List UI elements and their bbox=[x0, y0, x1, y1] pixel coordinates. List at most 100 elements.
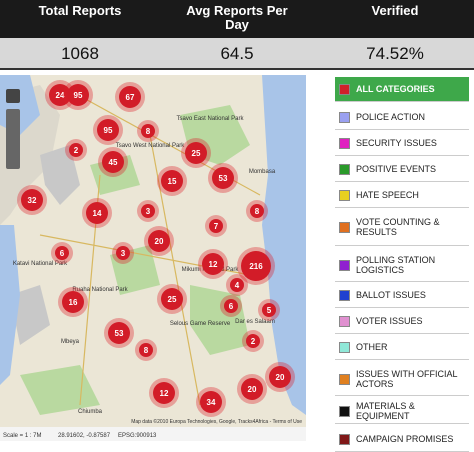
category-item[interactable]: MATERIALS & EQUIPMENT bbox=[335, 399, 469, 424]
map-status: 28.91602, -0.87587 bbox=[58, 433, 111, 439]
map-marker[interactable]: 34 bbox=[196, 387, 226, 417]
marker-count: 95 bbox=[74, 91, 83, 100]
marker-count: 25 bbox=[192, 149, 201, 158]
map[interactable]: Tsavo East National Park Tsavo West Natio… bbox=[0, 75, 306, 441]
category-swatch bbox=[339, 111, 350, 123]
map-marker[interactable]: 3 bbox=[137, 200, 159, 222]
marker-dot bbox=[161, 288, 183, 310]
marker-dot bbox=[67, 84, 89, 106]
map-marker[interactable]: 95 bbox=[93, 115, 123, 145]
category-swatch bbox=[339, 163, 350, 175]
category-item[interactable]: OTHER bbox=[335, 335, 469, 360]
map-marker[interactable]: 8 bbox=[137, 120, 159, 142]
category-label: ALL CATEGORIES bbox=[356, 84, 435, 94]
map-marker[interactable]: 6 bbox=[220, 295, 242, 317]
place-label: Selous Game Reserve bbox=[170, 321, 231, 327]
category-item[interactable]: SECURITY ISSUES bbox=[335, 131, 469, 156]
map-marker[interactable]: 6 bbox=[51, 242, 73, 264]
map-marker[interactable]: 20 bbox=[237, 374, 267, 404]
category-label: ISSUES WITH OFFICIAL ACTORS bbox=[356, 369, 458, 389]
map-marker[interactable]: 2 bbox=[242, 330, 264, 352]
category-item[interactable]: ALL CATEGORIES bbox=[335, 77, 469, 102]
map-marker[interactable]: 53 bbox=[104, 318, 134, 348]
marker-dot bbox=[246, 334, 260, 348]
stat-label: Total Reports bbox=[38, 3, 122, 18]
map-marker[interactable]: 4 bbox=[226, 274, 248, 296]
marker-dot bbox=[185, 142, 207, 164]
category-swatch bbox=[339, 433, 350, 445]
map-marker[interactable]: 8 bbox=[135, 339, 157, 361]
map-attribution: Map data ©2010 Europa Technologies, Goog… bbox=[131, 418, 302, 425]
category-label: MATERIALS & EQUIPMENT bbox=[356, 401, 415, 421]
category-swatch bbox=[339, 289, 350, 301]
category-item[interactable]: POLLING STATION LOGISTICS bbox=[335, 249, 469, 282]
map-marker[interactable]: 2 bbox=[65, 139, 87, 161]
category-item[interactable]: POSITIVE EVENTS bbox=[335, 157, 469, 182]
marker-dot bbox=[153, 382, 175, 404]
marker-count: 8 bbox=[144, 346, 149, 355]
map-marker[interactable]: 53 bbox=[208, 163, 238, 193]
map-marker[interactable]: 45 bbox=[98, 147, 128, 177]
map-marker[interactable]: 216 bbox=[237, 247, 275, 285]
map-marker[interactable]: 67 bbox=[115, 82, 145, 112]
category-item[interactable]: ISSUES WITH OFFICIAL ACTORS bbox=[335, 363, 469, 396]
map-marker[interactable]: 12 bbox=[198, 249, 228, 279]
map-marker[interactable]: 25 bbox=[157, 284, 187, 314]
map-marker[interactable]: 8 bbox=[246, 200, 268, 222]
map-marker[interactable]: 25 bbox=[181, 138, 211, 168]
category-item[interactable]: CAMPAIGN PROMISES bbox=[335, 427, 469, 452]
marker-count: 32 bbox=[28, 196, 37, 205]
marker-count: 24 bbox=[56, 91, 65, 100]
map-marker[interactable]: 20 bbox=[144, 226, 174, 256]
category-label: POLICE ACTION bbox=[356, 112, 426, 122]
map-marker[interactable]: 24 bbox=[45, 80, 75, 110]
place-label: Mbeya bbox=[61, 339, 80, 345]
map-marker[interactable]: 20 bbox=[265, 362, 295, 392]
category-swatch bbox=[339, 221, 350, 233]
place-label: Mombasa bbox=[249, 169, 276, 175]
map-marker[interactable]: 16 bbox=[58, 287, 88, 317]
marker-count: 25 bbox=[168, 295, 177, 304]
marker-count: 14 bbox=[93, 209, 102, 218]
marker-dot bbox=[241, 251, 271, 281]
marker-dot bbox=[202, 253, 224, 275]
category-item[interactable]: POLICE ACTION bbox=[335, 105, 469, 130]
marker-dot bbox=[212, 167, 234, 189]
marker-dot bbox=[139, 343, 153, 357]
category-item[interactable]: BALLOT ISSUES bbox=[335, 283, 469, 308]
place-label: Dar es Salaam bbox=[235, 319, 275, 325]
map-marker[interactable]: 5 bbox=[258, 299, 280, 321]
marker-count: 5 bbox=[267, 306, 272, 315]
marker-count: 67 bbox=[126, 93, 135, 102]
category-swatch bbox=[339, 137, 350, 149]
marker-count: 6 bbox=[60, 249, 65, 258]
stats-values: 1068 64.5 74.52% bbox=[0, 38, 474, 70]
category-item[interactable]: HATE SPEECH bbox=[335, 183, 469, 208]
marker-dot bbox=[269, 366, 291, 388]
marker-dot bbox=[250, 204, 264, 218]
marker-count: 6 bbox=[229, 302, 234, 311]
marker-count: 3 bbox=[146, 207, 151, 216]
map-marker[interactable]: 15 bbox=[157, 166, 187, 196]
stat-value: 1068 bbox=[61, 44, 99, 63]
marker-count: 12 bbox=[209, 260, 218, 269]
marker-count: 95 bbox=[104, 126, 113, 135]
marker-count: 53 bbox=[115, 329, 124, 338]
category-swatch bbox=[339, 373, 350, 385]
category-label: HATE SPEECH bbox=[356, 190, 419, 200]
marker-dot bbox=[241, 378, 263, 400]
map-marker[interactable]: 95 bbox=[63, 80, 93, 110]
stat-value: 74.52% bbox=[366, 44, 424, 63]
marker-count: 2 bbox=[251, 337, 256, 346]
marker-count: 45 bbox=[109, 158, 118, 167]
map-status: EPSG:900913 bbox=[118, 433, 157, 439]
category-item[interactable]: VOTE COUNTING & RESULTS bbox=[335, 209, 469, 246]
category-item[interactable]: VOTER ISSUES bbox=[335, 309, 469, 334]
map-marker[interactable]: 12 bbox=[149, 378, 179, 408]
map-marker[interactable]: 32 bbox=[17, 185, 47, 215]
map-marker[interactable]: 14 bbox=[82, 198, 112, 228]
map-marker[interactable]: 3 bbox=[112, 242, 134, 264]
map-status: Scale = 1 : 7M bbox=[3, 433, 42, 439]
map-marker[interactable]: 7 bbox=[205, 215, 227, 237]
marker-count: 8 bbox=[146, 127, 151, 136]
